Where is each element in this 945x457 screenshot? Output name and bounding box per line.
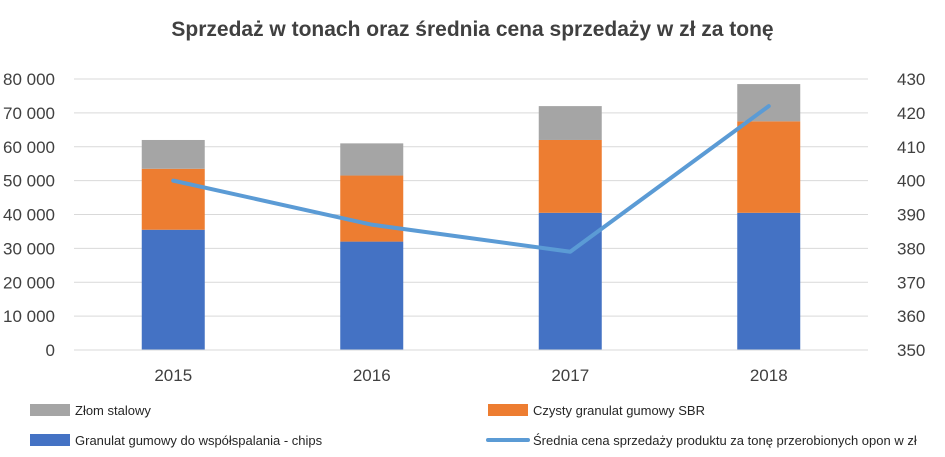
x-tick-label: 2016 xyxy=(353,366,391,385)
y2-tick-label: 400 xyxy=(897,172,925,191)
y-tick-label: 10 000 xyxy=(3,307,55,326)
bar-segment xyxy=(538,106,602,140)
y-tick-label: 70 000 xyxy=(3,104,55,123)
bar-segment xyxy=(737,84,801,122)
bar-segment xyxy=(737,212,801,350)
bar-segment xyxy=(340,241,404,350)
chart-title: Sprzedaż w tonach oraz średnia cena sprz… xyxy=(171,18,774,41)
legend-swatch xyxy=(30,404,70,416)
legend-label: Czysty granulat gumowy SBR xyxy=(533,403,705,418)
y2-tick-label: 360 xyxy=(897,307,925,326)
y-tick-label: 40 000 xyxy=(3,206,55,225)
y2-tick-label: 350 xyxy=(897,341,925,360)
bar-segment xyxy=(141,139,205,169)
y-tick-label: 60 000 xyxy=(3,138,55,157)
y2-tick-label: 420 xyxy=(897,104,925,123)
y2-tick-label: 410 xyxy=(897,138,925,157)
y-tick-label: 0 xyxy=(46,341,55,360)
bar-segment xyxy=(340,143,404,176)
bar-segment xyxy=(538,139,602,213)
x-tick-label: 2015 xyxy=(154,366,192,385)
y2-tick-label: 390 xyxy=(897,206,925,225)
bar-segment xyxy=(737,121,801,213)
y-tick-label: 50 000 xyxy=(3,172,55,191)
legend-swatch xyxy=(30,434,70,446)
y2-tick-label: 370 xyxy=(897,273,925,292)
x-tick-label: 2017 xyxy=(551,366,589,385)
legend-label: Złom stalowy xyxy=(75,403,151,418)
x-tick-label: 2018 xyxy=(750,366,788,385)
bar-segment xyxy=(141,168,205,230)
y2-tick-label: 380 xyxy=(897,239,925,258)
legend-label: Granulat gumowy do współspalania - chips xyxy=(75,433,323,448)
y-tick-label: 30 000 xyxy=(3,239,55,258)
legend-label: Średnia cena sprzedaży produktu za tonę … xyxy=(533,433,917,448)
legend-swatch xyxy=(488,404,528,416)
y2-tick-label: 430 xyxy=(897,70,925,89)
price-line xyxy=(171,104,771,254)
bar-segment xyxy=(340,175,404,242)
y-tick-label: 80 000 xyxy=(3,70,55,89)
bar-segment xyxy=(141,229,205,350)
y-tick-label: 20 000 xyxy=(3,273,55,292)
